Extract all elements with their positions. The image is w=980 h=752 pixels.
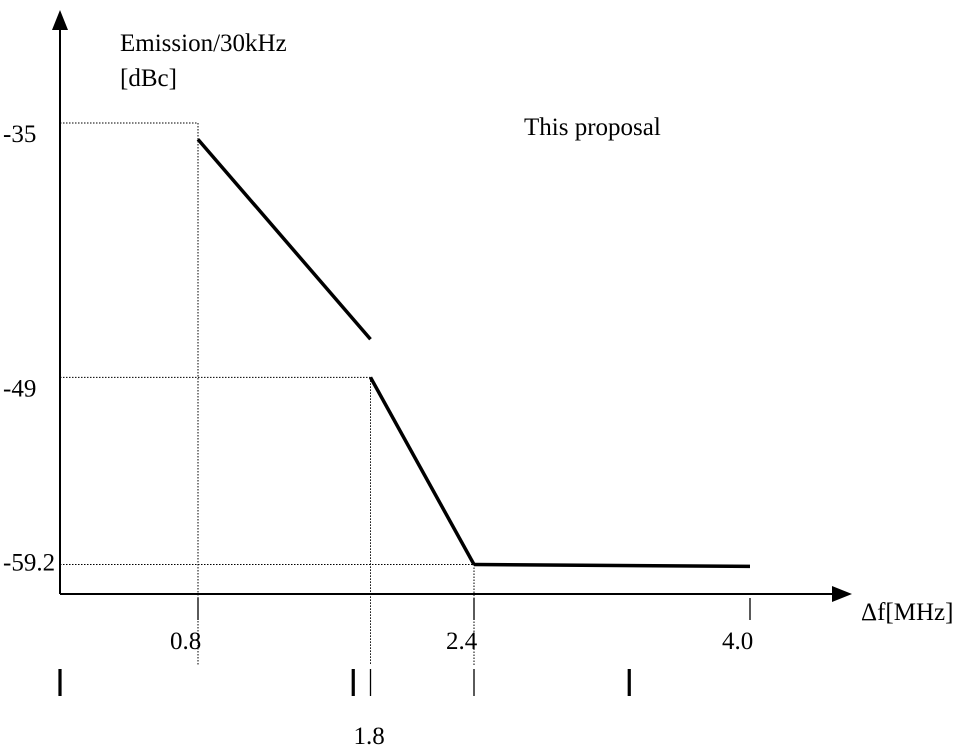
annotation-this-proposal: This proposal: [524, 114, 661, 141]
x-axis-arrow-icon: [832, 586, 852, 602]
series-lines: [196, 138, 751, 569]
x-tick-label: 0.8: [170, 628, 201, 655]
series-line: [196, 138, 372, 341]
series-line: [473, 562, 751, 569]
y-tick-label: -49: [3, 375, 36, 402]
guide-lines: [60, 122, 475, 665]
y-axis-arrow-icon: [52, 10, 68, 30]
x-tick-label: 4.0: [722, 628, 753, 655]
y-axis-label-line2: [dBc]: [120, 65, 177, 92]
y-tick-label: -35: [3, 121, 36, 148]
y-axis-label-line1: Emission/30kHz: [120, 30, 287, 57]
below-axis-tick-label: 1.8: [354, 723, 385, 750]
y-tick-label: -59.2: [3, 550, 55, 577]
x-tick-label: 2.4: [446, 628, 478, 655]
x-axis-label: Δf[MHz]: [861, 599, 953, 626]
series-line: [368, 376, 476, 566]
tick-marks: -35 -49 -59.2 0.8 2.4 4.0 1.8: [3, 121, 753, 750]
